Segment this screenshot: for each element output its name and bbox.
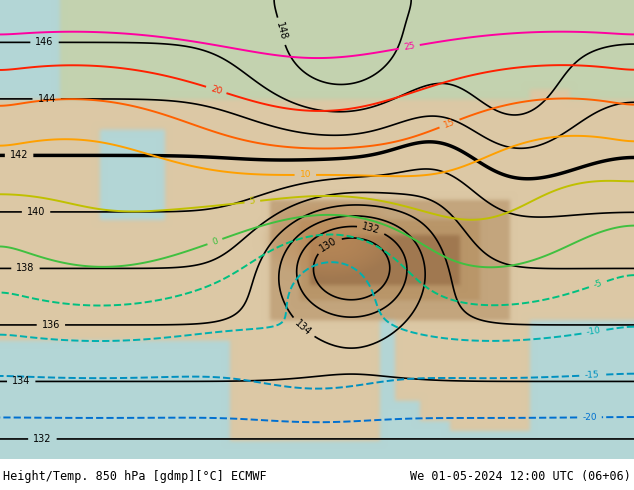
Text: We 01-05-2024 12:00 UTC (06+06): We 01-05-2024 12:00 UTC (06+06)	[410, 469, 631, 483]
Text: 140: 140	[27, 207, 45, 217]
Text: 132: 132	[361, 221, 381, 236]
Text: 146: 146	[36, 37, 54, 48]
Text: -20: -20	[582, 413, 597, 422]
Text: -5: -5	[592, 278, 604, 290]
Text: 15: 15	[443, 117, 456, 130]
Text: 5: 5	[249, 197, 256, 206]
Text: 0: 0	[210, 236, 219, 247]
Text: 144: 144	[37, 94, 56, 104]
Text: 142: 142	[10, 150, 29, 160]
Text: -10: -10	[586, 326, 602, 337]
Text: -15: -15	[584, 370, 599, 380]
Text: 132: 132	[33, 434, 51, 444]
Text: 10: 10	[300, 171, 311, 179]
Text: Height/Temp. 850 hPa [gdmp][°C] ECMWF: Height/Temp. 850 hPa [gdmp][°C] ECMWF	[3, 469, 267, 483]
Text: 130: 130	[318, 235, 339, 253]
Text: 148: 148	[274, 21, 288, 42]
Text: 136: 136	[42, 320, 60, 330]
Text: 138: 138	[16, 264, 35, 273]
Text: 134: 134	[12, 376, 30, 387]
Text: 25: 25	[403, 42, 416, 52]
Text: 134: 134	[293, 318, 313, 338]
Text: 20: 20	[209, 84, 223, 96]
